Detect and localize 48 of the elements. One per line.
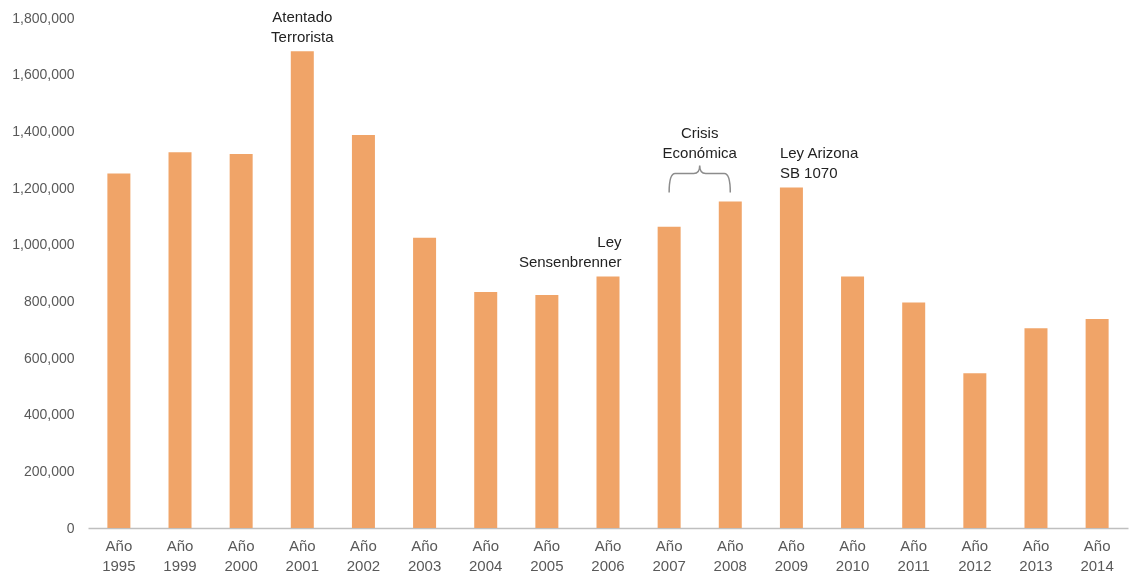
x-tick-label: Año 2006: [591, 536, 625, 574]
bar: [229, 154, 253, 528]
x-tick-label: Año 2005: [530, 536, 564, 574]
bar: [963, 373, 987, 528]
bar: [413, 237, 437, 528]
x-tick-label: Año 1999: [163, 536, 197, 574]
y-tick-label: 1,000,000: [12, 236, 75, 253]
annotation: Crisis Económica: [662, 123, 738, 161]
bar: [1085, 318, 1109, 528]
bar: [351, 135, 375, 528]
y-tick-label: 0: [66, 519, 75, 536]
bar: [902, 302, 926, 528]
bar: [107, 173, 131, 528]
bar: [1024, 328, 1048, 528]
x-tick-label: Año 2004: [469, 536, 503, 574]
x-tick-label: Año 2011: [897, 536, 930, 574]
bar: [168, 152, 192, 528]
bar: [474, 291, 498, 528]
x-tick-label: Año 2008: [713, 536, 747, 574]
x-tick-label: Año 2000: [224, 536, 258, 574]
x-tick-label: Año 2014: [1080, 536, 1114, 574]
x-tick-label: Año 1995: [102, 536, 136, 574]
x-tick-label: Año 2009: [774, 536, 809, 574]
x-tick-label: Año 2012: [958, 536, 992, 574]
bar: [535, 295, 559, 528]
bar: [779, 187, 803, 528]
x-tick-label: Año 2003: [407, 536, 442, 574]
bar: [841, 276, 865, 528]
y-tick-label: 1,400,000: [12, 122, 75, 139]
annotation: Ley Sensenbrenner: [518, 233, 622, 271]
x-tick-label: Año 2010: [835, 536, 870, 574]
x-tick-label: Año 2002: [346, 536, 381, 574]
x-tick-label: Año 2001: [285, 536, 319, 574]
bar: [718, 201, 742, 528]
y-tick-label: 800,000: [23, 292, 75, 309]
bar: [596, 276, 620, 528]
y-tick-label: 1,200,000: [12, 179, 75, 196]
bar: [657, 226, 681, 528]
annotation: Ley Arizona SB 1070: [779, 144, 859, 182]
bar: [290, 51, 314, 528]
y-tick-label: 1,600,000: [12, 66, 75, 83]
y-tick-label: 200,000: [23, 462, 75, 479]
x-tick-label: Año 2007: [652, 536, 686, 574]
annotation: Atentado Terrorista: [271, 8, 335, 46]
y-tick-label: 1,800,000: [12, 9, 75, 26]
x-tick-label: Año 2013: [1019, 536, 1053, 574]
y-tick-label: 600,000: [23, 349, 75, 366]
y-tick-label: 400,000: [23, 406, 75, 423]
